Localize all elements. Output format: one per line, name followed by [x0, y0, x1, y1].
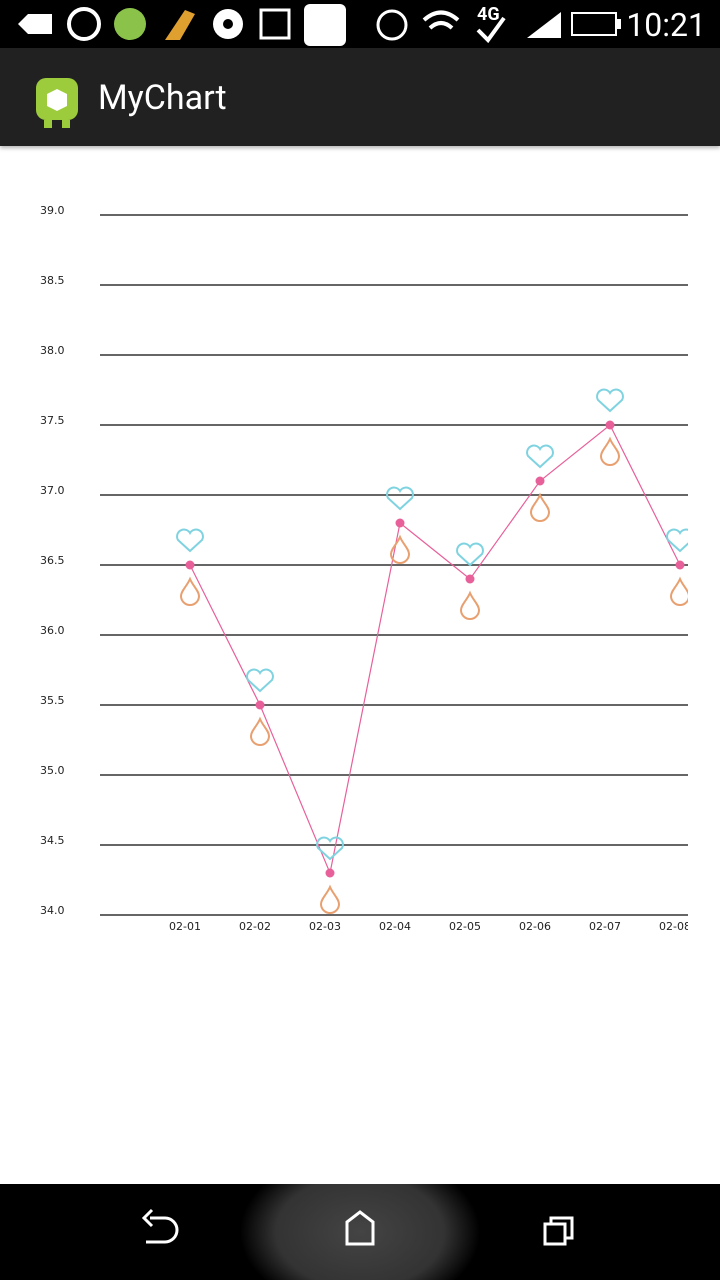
- drop-marker: [179, 576, 201, 606]
- heart-marker: [456, 542, 484, 567]
- data-point: [605, 420, 615, 430]
- drop-marker: [249, 716, 271, 746]
- x-tick-label: 02-02: [239, 920, 271, 933]
- data-point: [255, 700, 265, 710]
- home-button[interactable]: [345, 1210, 375, 1246]
- recents-button[interactable]: [543, 1216, 574, 1246]
- navigation-bar: [0, 1184, 720, 1280]
- y-tick-label: 36.5: [40, 554, 65, 567]
- heart-marker: [526, 444, 554, 469]
- data-point: [325, 868, 335, 878]
- data-point: [185, 560, 195, 570]
- y-tick-label: 37.5: [40, 414, 65, 427]
- drop-marker: [599, 436, 621, 466]
- data-point: [675, 560, 685, 570]
- y-tick-label: 34.0: [40, 904, 65, 917]
- data-point: [535, 476, 545, 486]
- home-glow: [240, 1184, 480, 1280]
- plot: 02-01 02-02 02-03 02-04 02-05 02-06 02-07 02-08: [169, 388, 691, 933]
- x-tick-label: 02-08: [659, 920, 691, 933]
- y-tick-label: 34.5: [40, 834, 65, 847]
- x-tick-label: 02-03: [309, 920, 341, 933]
- drop-marker: [669, 576, 688, 606]
- y-tick-label: 36.0: [40, 624, 65, 637]
- app-icon: [36, 78, 78, 128]
- y-tick-label: 35.5: [40, 694, 65, 707]
- y-tick-label: 35.0: [40, 764, 65, 777]
- y-tick-label: 39.0: [40, 204, 65, 217]
- data-point: [395, 518, 405, 528]
- heart-marker: [386, 486, 414, 511]
- heart-marker: [666, 528, 688, 553]
- status-icons: [18, 4, 621, 46]
- clock: 10:21: [626, 6, 706, 44]
- grid: 34.0 34.5 35.0 35.5 36.0 36.5 37.0 37.5 38.0 38.5…: [40, 204, 688, 917]
- x-tick-label: 02-06: [519, 920, 551, 933]
- x-tick-label: 02-07: [589, 920, 621, 933]
- app-bar: MyChart: [0, 48, 720, 146]
- status-bar: 4G 10:21: [0, 0, 720, 48]
- data-point: [465, 574, 475, 584]
- data-line: [189, 424, 681, 876]
- network-type: 4G: [477, 4, 500, 25]
- y-tick-label: 37.0: [40, 484, 65, 497]
- drop-marker: [389, 534, 411, 564]
- heart-marker: [246, 668, 274, 693]
- back-button[interactable]: [141, 1208, 179, 1244]
- heart-marker: [176, 528, 204, 553]
- y-tick-label: 38.5: [40, 274, 65, 287]
- heart-marker: [316, 836, 344, 861]
- heart-marker: [596, 388, 624, 413]
- chart: 34.0 34.5 35.0 35.5 36.0 36.5 37.0 37.5 38.0 38.5…: [40, 204, 691, 933]
- drop-marker: [459, 590, 481, 620]
- drop-marker: [529, 492, 551, 522]
- x-tick-label: 02-04: [379, 920, 411, 933]
- app-title: MyChart: [98, 78, 227, 118]
- x-tick-label: 02-01: [169, 920, 201, 933]
- drop-marker: [319, 884, 341, 914]
- y-tick-label: 38.0: [40, 344, 65, 357]
- x-tick-label: 02-05: [449, 920, 481, 933]
